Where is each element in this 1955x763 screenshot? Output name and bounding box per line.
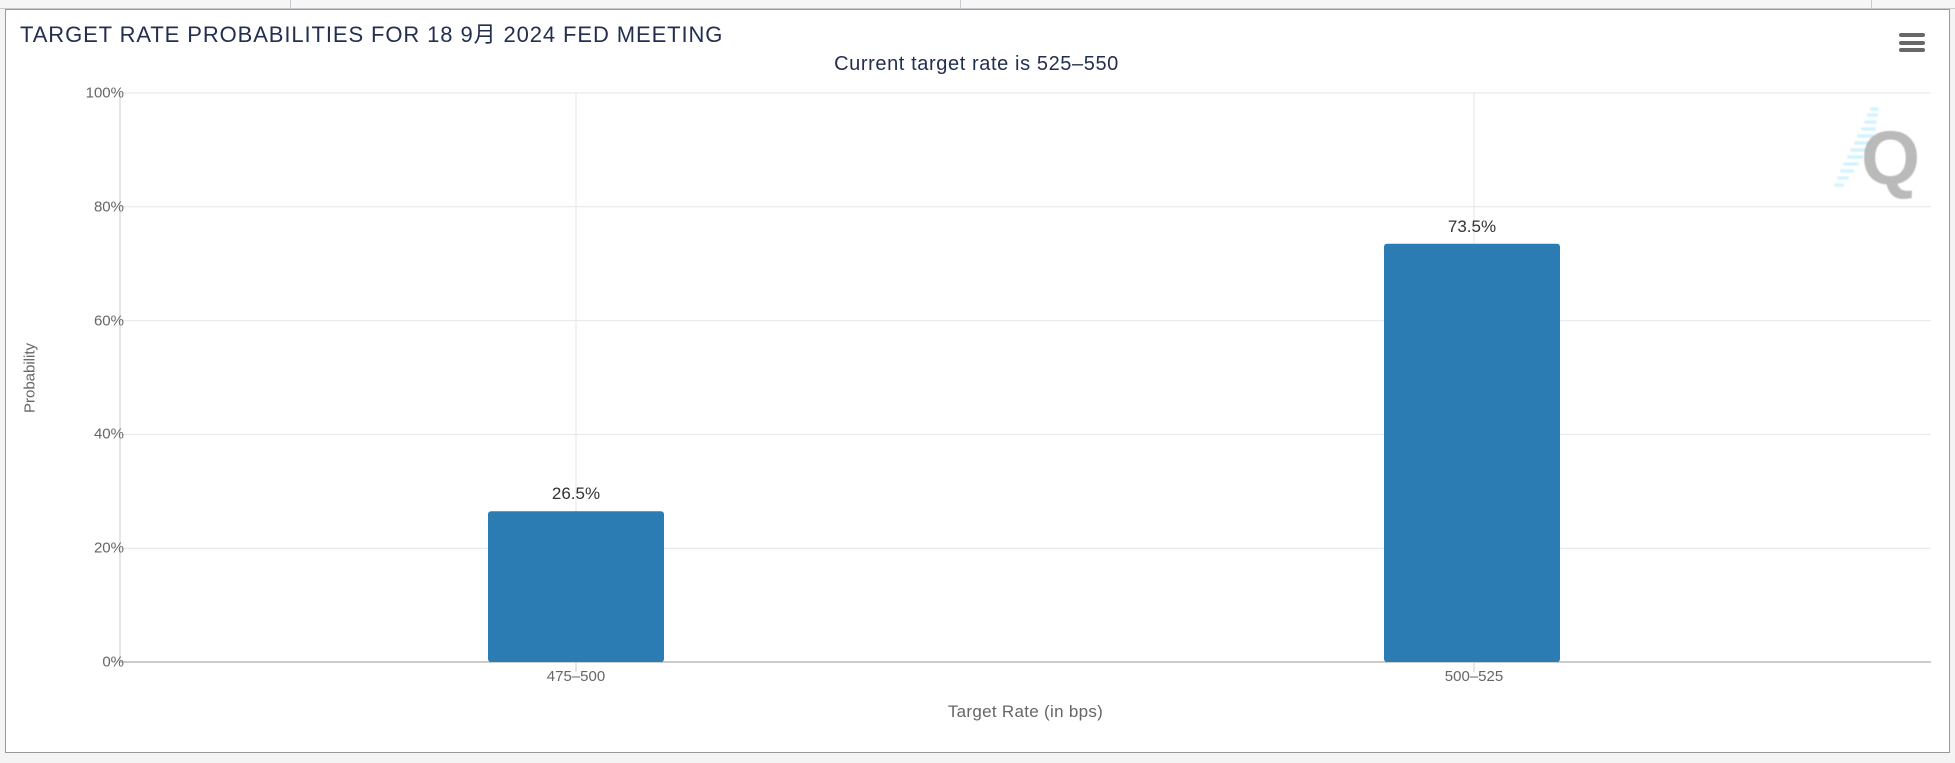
svg-text:Q: Q: [1861, 116, 1920, 201]
